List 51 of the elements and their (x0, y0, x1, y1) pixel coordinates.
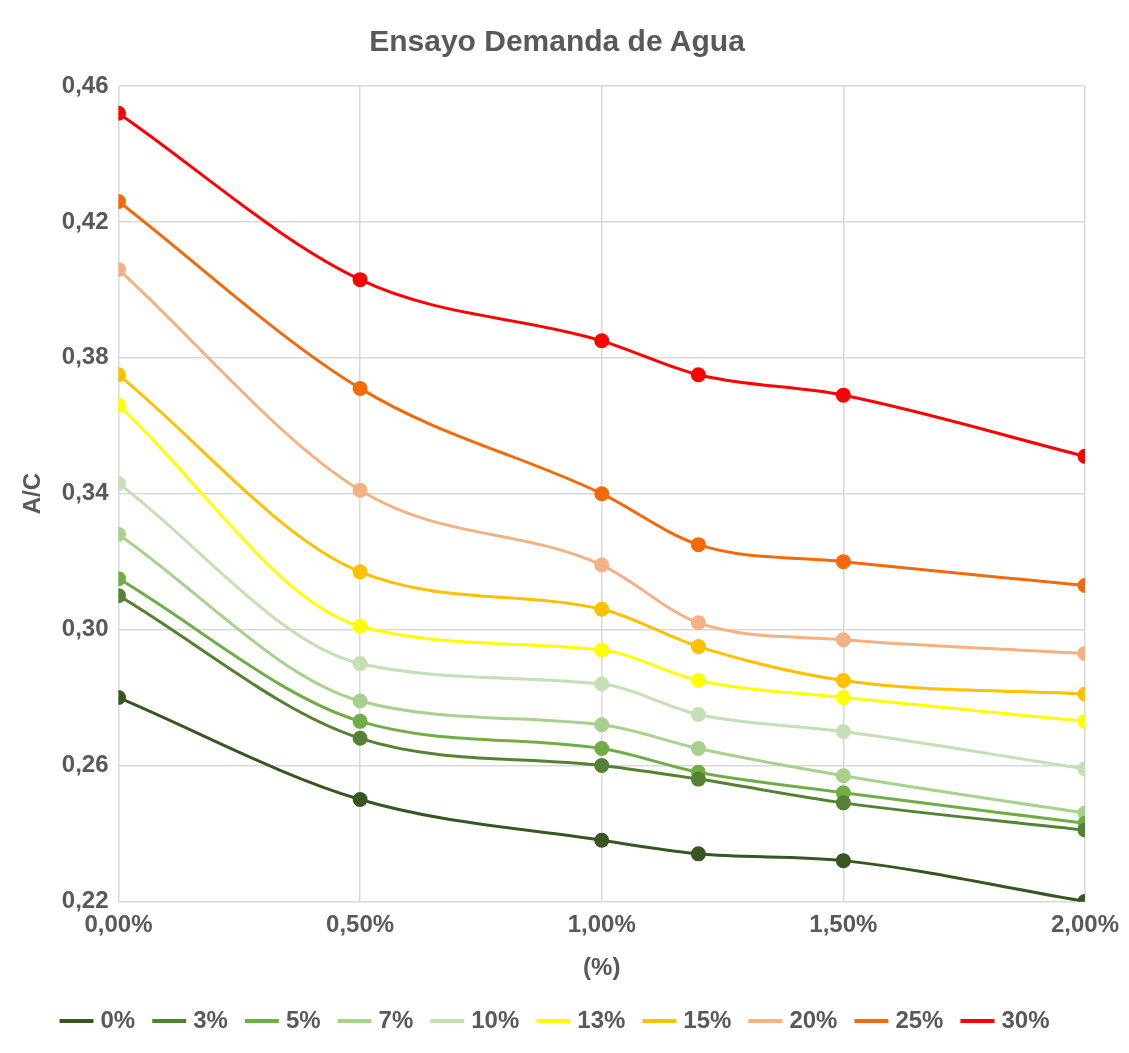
y-tick-label: 0,26 (61, 750, 109, 778)
point (835, 673, 851, 689)
point (835, 724, 851, 740)
point (835, 554, 851, 570)
x-axis-title: (%) (583, 953, 621, 981)
point (835, 632, 851, 648)
point (594, 717, 610, 733)
point (594, 486, 610, 502)
legend-label: 3% (193, 1005, 228, 1033)
y-tick-label: 0,42 (61, 206, 109, 234)
point (690, 771, 706, 787)
legend-label: 5% (285, 1005, 321, 1033)
point (690, 741, 706, 757)
point (594, 642, 610, 658)
legend-label: 30% (1001, 1005, 1050, 1033)
point (594, 333, 610, 349)
x-tick-label: 1,50% (809, 910, 878, 938)
point (690, 615, 706, 631)
point (594, 758, 610, 773)
point (835, 795, 851, 811)
point (594, 601, 610, 617)
point (594, 676, 610, 692)
point (690, 673, 706, 689)
point (690, 639, 706, 655)
point (690, 846, 706, 862)
y-tick-label: 0,34 (61, 478, 110, 506)
point (835, 768, 851, 784)
point (690, 537, 706, 553)
chart-title: Ensayo Demanda de Agua (369, 24, 746, 58)
point (594, 557, 610, 573)
legend-label: 7% (378, 1005, 414, 1033)
legend-label: 15% (683, 1005, 732, 1033)
y-tick-label: 0,30 (61, 614, 109, 642)
y-tick-label: 0,38 (61, 342, 109, 370)
legend-label: 13% (577, 1005, 626, 1033)
legend-label: 0% (100, 1005, 136, 1033)
legend-label: 20% (789, 1005, 838, 1033)
point (690, 707, 706, 723)
y-tick-label: 0,46 (61, 70, 109, 98)
point (835, 853, 851, 869)
legend-label: 25% (895, 1005, 944, 1033)
point (835, 690, 851, 706)
y-axis-title: A/C (18, 473, 46, 515)
point (594, 832, 610, 848)
point (594, 741, 610, 757)
x-tick-label: 2,00% (1050, 910, 1120, 938)
x-tick-label: 0,50% (326, 910, 395, 938)
legend-label: 10% (471, 1005, 520, 1033)
point (690, 367, 706, 383)
point (835, 387, 851, 403)
x-tick-label: 1,00% (567, 910, 636, 938)
